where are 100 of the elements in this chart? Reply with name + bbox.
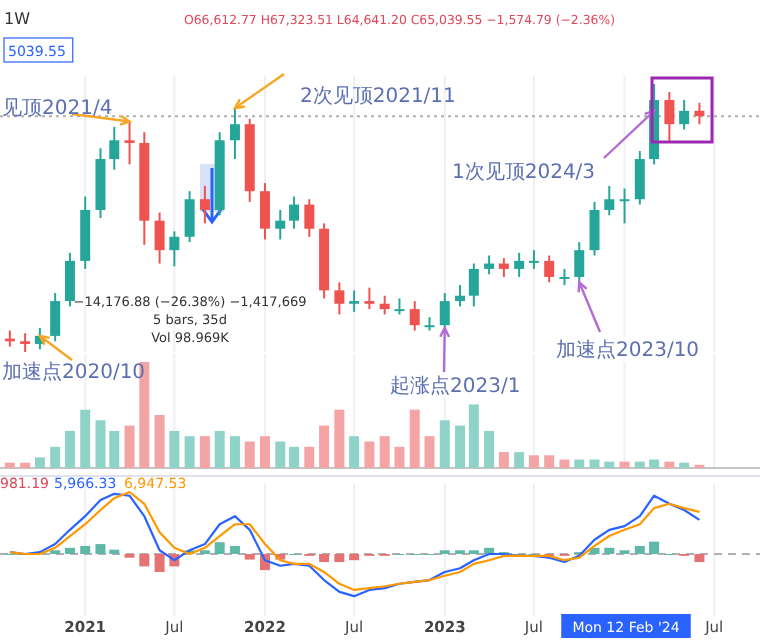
candlestick xyxy=(379,294,390,316)
bar xyxy=(154,415,165,468)
bar xyxy=(95,420,106,468)
candlestick xyxy=(514,251,525,278)
bar xyxy=(304,446,315,468)
bar xyxy=(80,409,91,468)
bar xyxy=(679,462,690,468)
candlestick xyxy=(634,150,645,206)
candlestick xyxy=(484,254,495,276)
bar xyxy=(364,441,375,468)
bar xyxy=(649,459,660,468)
bar xyxy=(409,409,420,468)
bar xyxy=(50,446,61,468)
candlestick xyxy=(154,211,165,265)
bar xyxy=(544,455,555,468)
bar xyxy=(559,459,570,468)
candlestick xyxy=(498,257,509,278)
candlestick xyxy=(619,187,630,225)
bar xyxy=(199,436,210,468)
bar xyxy=(439,420,450,468)
bar xyxy=(139,554,150,567)
bar xyxy=(154,554,165,572)
bar xyxy=(649,541,660,554)
candlestick xyxy=(109,125,120,171)
candlestick xyxy=(589,200,600,257)
text: 1W xyxy=(4,10,31,28)
candlestick xyxy=(409,300,420,332)
bar xyxy=(214,542,225,554)
bar xyxy=(634,461,645,468)
bar xyxy=(80,545,91,554)
bar xyxy=(455,425,466,468)
bar xyxy=(319,425,330,468)
bar xyxy=(184,436,195,468)
bar xyxy=(379,436,390,468)
candlestick xyxy=(349,289,360,313)
bar xyxy=(604,461,615,468)
bar xyxy=(64,547,75,554)
annotation: 2次见顶2021/11 xyxy=(300,86,456,108)
candlestick xyxy=(50,292,61,343)
bar xyxy=(64,430,75,468)
bar xyxy=(20,462,31,468)
bar xyxy=(468,404,479,468)
candlestick xyxy=(455,284,466,308)
candlestick xyxy=(364,286,375,311)
bar xyxy=(34,457,45,468)
candlestick xyxy=(664,91,675,144)
bar xyxy=(589,459,600,468)
bar xyxy=(95,544,106,554)
bar xyxy=(528,455,539,468)
bar xyxy=(109,430,120,468)
candlestick xyxy=(259,182,270,241)
bar xyxy=(574,459,585,468)
candlestick xyxy=(169,230,180,268)
candlestick xyxy=(124,120,135,166)
bar xyxy=(229,545,240,554)
bar xyxy=(289,446,300,468)
bar xyxy=(484,430,495,468)
candlestick xyxy=(20,332,31,353)
bar xyxy=(4,462,15,468)
bar xyxy=(244,441,255,468)
candlestick xyxy=(64,251,75,308)
candlestick xyxy=(544,254,555,284)
annotation: 1次见顶2024/3 xyxy=(452,162,596,184)
candlestick xyxy=(468,262,479,308)
candlestick xyxy=(694,101,705,126)
candlestick xyxy=(528,249,539,270)
bar xyxy=(498,452,509,468)
bar xyxy=(334,409,345,468)
candlestick xyxy=(304,198,315,238)
candlestick xyxy=(604,184,615,217)
candlestick xyxy=(679,99,690,131)
bar xyxy=(169,430,180,468)
bar xyxy=(229,436,240,468)
annotation: 起涨点2023/1 xyxy=(390,374,521,398)
candlestick xyxy=(275,208,286,241)
bar xyxy=(664,461,675,468)
bar xyxy=(694,554,705,563)
candlestick xyxy=(334,281,345,316)
candlestick xyxy=(289,195,300,230)
bar xyxy=(124,425,135,468)
candlestick xyxy=(574,241,585,284)
bar xyxy=(319,554,330,563)
candlestick xyxy=(184,190,195,244)
bar xyxy=(214,430,225,468)
bar xyxy=(349,436,360,468)
candlestick xyxy=(229,107,240,161)
bar xyxy=(619,461,630,468)
bar xyxy=(424,436,435,468)
bar xyxy=(604,547,615,554)
bar xyxy=(334,554,345,563)
annotation: 加速点2020/10 xyxy=(2,360,146,384)
bar xyxy=(394,446,405,468)
candlestick xyxy=(199,184,210,225)
annotation: 加速点2023/10 xyxy=(556,338,700,362)
annotation: 见顶2021/4 xyxy=(2,98,113,120)
bar xyxy=(634,545,645,554)
bar xyxy=(349,554,360,561)
bar xyxy=(514,452,525,468)
bar xyxy=(259,436,270,468)
bar xyxy=(244,554,255,560)
